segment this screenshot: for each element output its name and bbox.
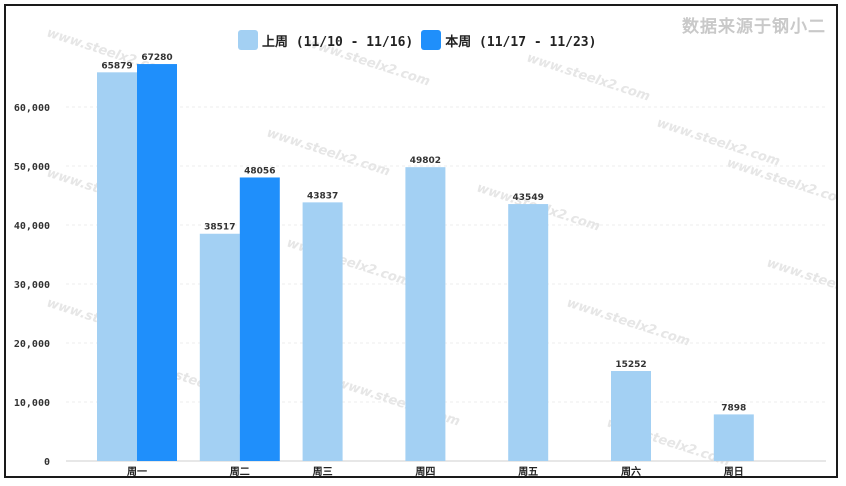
y-tick-label: 30,000: [14, 280, 50, 291]
bar-value-label: 67280: [141, 53, 172, 63]
x-tick-label: 周三: [313, 466, 333, 478]
y-tick-label: 0: [44, 457, 50, 468]
y-tick-label: 60,000: [14, 103, 50, 114]
source-note: 数据来源于钢小二: [682, 17, 826, 37]
watermark-text: www.steelx2.com: [265, 126, 392, 180]
y-tick-label: 10,000: [14, 398, 50, 409]
bars-layer: [97, 64, 754, 461]
watermark-text: www.steelx2.com: [725, 156, 838, 210]
legend-swatch-this-week: [421, 30, 442, 50]
bar-0-1: [137, 64, 177, 461]
bar-0-0: [97, 72, 137, 461]
legend-item-this-week[interactable]: 本周 (11/17 - 11/23): [421, 30, 596, 50]
x-tick-label: 周六: [621, 465, 641, 478]
bar-value-label: 15252: [615, 360, 646, 370]
watermark-text: www.steelx2.com: [565, 296, 692, 350]
bar-value-label: 65879: [101, 61, 132, 71]
legend-swatch-last-week: [238, 30, 258, 50]
bar-value-label: 48056: [244, 166, 275, 176]
legend-label-last-week: 上周 (11/10 - 11/16): [262, 34, 414, 50]
y-tick-label: 20,000: [14, 339, 50, 350]
legend: 上周 (11/10 - 11/16) 本周 (11/17 - 11/23): [238, 30, 596, 50]
labels-layer: 0 10,000 20,000 30,000 40,000 50,000 60,000 658…: [14, 53, 746, 478]
x-tick-label: 周五: [518, 466, 538, 478]
bar-value-label: 49802: [410, 156, 441, 166]
bar-value-label: 7898: [721, 403, 746, 413]
watermark-text: www.steelx2.com: [525, 51, 652, 105]
bar-1-0: [199, 233, 240, 461]
y-tick-label: 50,000: [14, 162, 50, 173]
x-tick-label: 周二: [230, 466, 250, 478]
chart-frame: www.steelx2.com www.steelx2.com www.steelx…: [4, 4, 838, 478]
x-tick-label: 周一: [127, 466, 147, 478]
bar-value-label: 43549: [513, 193, 544, 203]
x-tick-label: 周四: [415, 466, 435, 478]
legend-item-last-week[interactable]: 上周 (11/10 - 11/16): [238, 30, 413, 50]
bar-1-1: [239, 177, 280, 461]
watermark-text: www.steelx2.com: [765, 256, 838, 310]
y-tick-label: 40,000: [14, 221, 50, 232]
chart-canvas: www.steelx2.com www.steelx2.com www.steelx…: [14, 26, 838, 478]
bar-2-0: [302, 202, 343, 461]
bar-value-label: 43837: [307, 191, 338, 201]
legend-label-this-week: 本周 (11/17 - 11/23): [445, 34, 597, 50]
watermark-text: www.steelx2.com: [655, 116, 782, 170]
grid-lines: [66, 106, 826, 462]
bar-5-0: [611, 371, 651, 461]
bar-value-label: 38517: [204, 223, 235, 233]
bar-3-0: [405, 167, 446, 461]
x-tick-label: 周日: [724, 466, 744, 478]
bar-6-0: [713, 414, 754, 461]
bar-4-0: [508, 204, 549, 461]
